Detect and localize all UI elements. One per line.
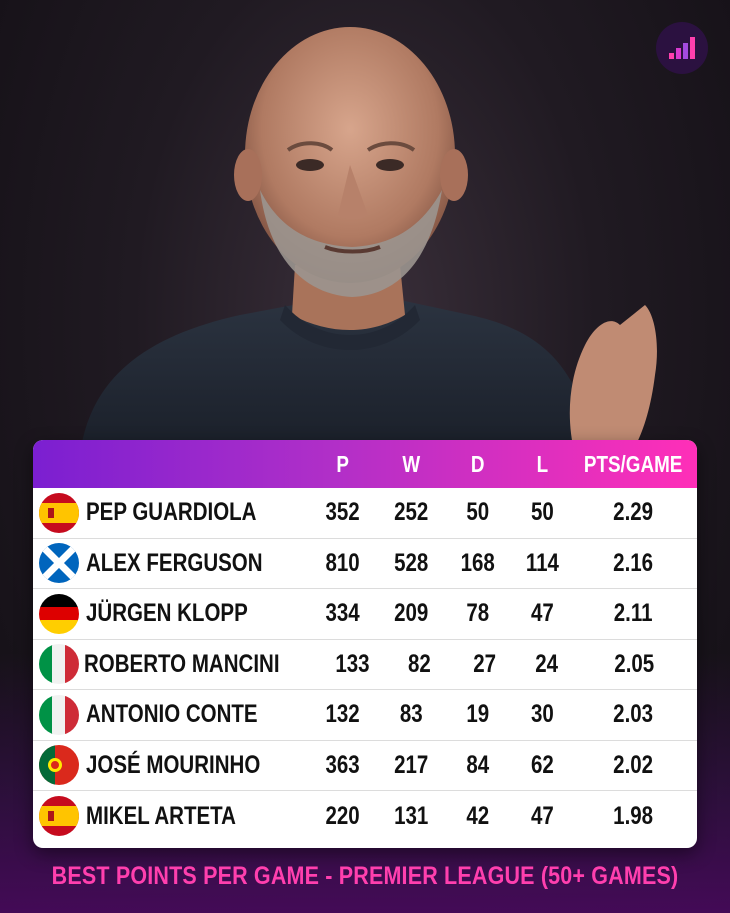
table-row: ANTONIO CONTE 132 83 19 30 2.03 <box>33 690 697 741</box>
wins-cell: 252 <box>394 498 429 527</box>
table-row: PEP GUARDIOLA 352 252 50 50 2.29 <box>33 488 697 539</box>
losses-cell: 24 <box>535 649 559 678</box>
manager-name: JÜRGEN KLOPP <box>85 599 248 628</box>
wins-cell: 528 <box>394 548 429 577</box>
table-row: ROBERTO MANCINI 133 82 27 24 2.05 <box>33 640 697 690</box>
manager-name: ROBERTO MANCINI <box>84 649 280 678</box>
played-cell: 334 <box>325 599 360 628</box>
pts-per-game-cell: 2.05 <box>614 649 655 678</box>
pts-per-game-cell: 2.02 <box>612 750 653 779</box>
table-header: P W D L PTS/GAME <box>33 440 697 488</box>
played-cell: 132 <box>325 700 360 729</box>
manager-name: ANTONIO CONTE <box>85 700 258 729</box>
caption: BEST POINTS PER GAME - PREMIER LEAGUE (5… <box>51 862 679 890</box>
header-pts-per-game: PTS/GAME <box>583 450 683 477</box>
losses-cell: 50 <box>530 498 554 527</box>
draws-cell: 19 <box>466 700 490 729</box>
brand-logo <box>656 22 708 74</box>
played-cell: 133 <box>335 649 370 678</box>
wins-cell: 131 <box>394 801 429 830</box>
header-l: L <box>536 450 549 477</box>
manager-name: PEP GUARDIOLA <box>85 498 257 527</box>
italy-flag-icon <box>33 694 86 735</box>
played-cell: 363 <box>325 750 360 779</box>
coach-photo <box>80 27 657 455</box>
manager-name: JOSÉ MOURINHO <box>85 750 261 779</box>
played-cell: 220 <box>325 801 360 830</box>
wins-cell: 82 <box>408 649 431 678</box>
losses-cell: 30 <box>530 700 554 729</box>
manager-name: ALEX FERGUSON <box>85 548 263 577</box>
germany-flag-icon <box>33 593 86 634</box>
table-row: MIKEL ARTETA 220 131 42 47 1.98 <box>33 791 697 842</box>
draws-cell: 27 <box>473 649 496 678</box>
stats-table: P W D L PTS/GAME PEP GUARDIOLA 352 252 50 50… <box>33 440 697 848</box>
played-cell: 352 <box>325 498 360 527</box>
scotland-flag-icon <box>33 543 86 584</box>
pts-per-game-cell: 1.98 <box>612 801 653 830</box>
bars-logo-icon <box>669 37 695 59</box>
italy-flag-icon <box>33 644 84 685</box>
draws-cell: 84 <box>466 750 490 779</box>
wins-cell: 83 <box>399 700 423 729</box>
manager-name: MIKEL ARTETA <box>85 801 236 830</box>
header-d: D <box>471 450 486 477</box>
draws-cell: 42 <box>466 801 490 830</box>
table-row: ALEX FERGUSON 810 528 168 114 2.16 <box>33 539 697 589</box>
draws-cell: 168 <box>461 548 496 577</box>
wins-cell: 217 <box>394 750 429 779</box>
pts-per-game-cell: 2.29 <box>612 498 653 527</box>
table-row: JOSÉ MOURINHO 363 217 84 62 2.02 <box>33 741 697 791</box>
pts-per-game-cell: 2.16 <box>612 548 653 577</box>
draws-cell: 50 <box>466 498 490 527</box>
pts-per-game-cell: 2.03 <box>612 700 653 729</box>
table-body: PEP GUARDIOLA 352 252 50 50 2.29 ALEX FERGUSON… <box>33 488 697 842</box>
pts-per-game-cell: 2.11 <box>613 599 653 628</box>
header-w: W <box>402 450 421 477</box>
portugal-flag-icon <box>33 745 86 786</box>
table-row: JÜRGEN KLOPP 334 209 78 47 2.11 <box>33 589 697 640</box>
wins-cell: 209 <box>394 599 429 628</box>
losses-cell: 62 <box>530 750 554 779</box>
header-p: P <box>336 450 349 477</box>
spain-flag-icon <box>33 796 86 837</box>
losses-cell: 47 <box>530 801 554 830</box>
losses-cell: 114 <box>525 548 559 577</box>
losses-cell: 47 <box>530 599 554 628</box>
spain-flag-icon <box>33 492 86 533</box>
draws-cell: 78 <box>466 599 490 628</box>
played-cell: 810 <box>325 548 360 577</box>
